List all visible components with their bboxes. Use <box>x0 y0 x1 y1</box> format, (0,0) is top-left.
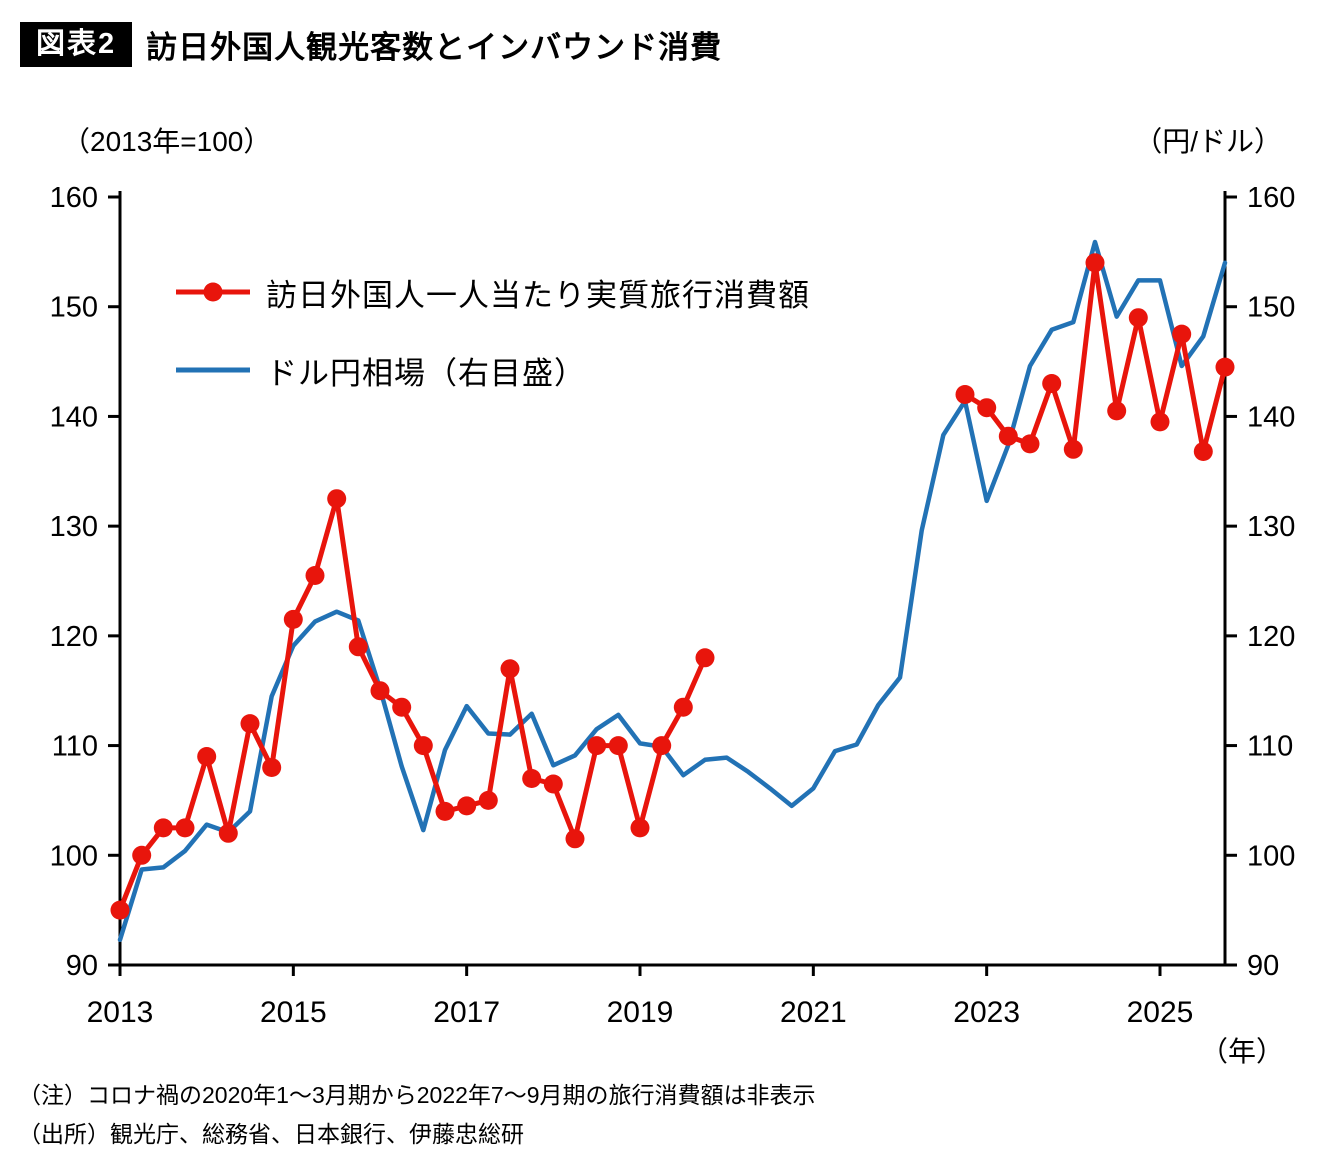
series-marker-0 <box>175 818 195 838</box>
series-marker-0 <box>977 398 997 418</box>
footnotes: （注）コロナ禍の2020年1〜3月期から2022年7〜9月期の旅行消費額は非表示… <box>18 1076 816 1154</box>
series-line-0 <box>117 496 708 913</box>
series-marker-0 <box>1107 401 1127 421</box>
series-marker-0 <box>998 426 1018 446</box>
legend-item-consumption: 訪日外国人一人当たり実質旅行消費額 <box>176 264 810 320</box>
legend-label-consumption: 訪日外国人一人当たり実質旅行消費額 <box>266 277 810 313</box>
legend-label-exchange-rate: ドル円相場（右目盛） <box>266 355 586 391</box>
x-tick-label: 2021 <box>780 996 847 1029</box>
series-marker-0 <box>240 714 260 734</box>
series-marker-0 <box>500 659 520 679</box>
series-marker-0 <box>608 736 628 756</box>
y-tick-label-left: 100 <box>50 840 98 872</box>
y-tick-label-left: 90 <box>66 950 98 982</box>
series-marker-0 <box>370 681 390 701</box>
y-tick-label-left: 160 <box>50 182 98 214</box>
series-marker-0 <box>305 566 325 585</box>
series-marker-0 <box>283 609 303 629</box>
x-tick-label: 2013 <box>87 996 154 1029</box>
series-marker-0 <box>413 736 433 756</box>
series-marker-0 <box>522 769 542 788</box>
y-tick-label-left: 110 <box>52 731 98 763</box>
series-marker-0 <box>1128 308 1148 328</box>
series-marker-0 <box>630 818 650 838</box>
figure-tag: 図表2 <box>20 22 133 67</box>
series-marker-0 <box>1063 439 1083 459</box>
series-marker-0 <box>543 774 563 794</box>
figure-title: 訪日外国人観光客数とインバウンド消費 <box>146 30 723 65</box>
x-axis-unit-label: （年） <box>1199 1036 1284 1067</box>
series-marker-0 <box>587 736 607 756</box>
y-tick-label-right: 150 <box>1247 292 1295 324</box>
legend-item-exchange-rate: ドル円相場（右目盛） <box>176 342 810 398</box>
note-line: （注）コロナ禍の2020年1〜3月期から2022年7〜9月期の旅行消費額は非表示 <box>18 1082 816 1108</box>
y-tick-label-right: 140 <box>1247 401 1295 433</box>
chart-legend: 訪日外国人一人当たり実質旅行消費額 ドル円相場（右目盛） <box>176 264 810 420</box>
series-marker-0 <box>218 823 238 843</box>
series-marker-0 <box>695 648 715 668</box>
y-tick-label-left: 130 <box>50 511 98 543</box>
series-marker-0 <box>132 845 152 865</box>
series-marker-0 <box>457 796 477 816</box>
series-marker-0 <box>673 697 693 717</box>
series-marker-0 <box>478 790 498 810</box>
series-marker-0 <box>262 758 282 777</box>
series-marker-0 <box>327 489 347 509</box>
y-tick-label-left: 120 <box>50 621 98 653</box>
series-marker-0 <box>435 801 455 821</box>
y-tick-label-right: 90 <box>1247 950 1279 982</box>
right-axis-unit-label: （円/ドル） <box>1134 126 1282 157</box>
x-tick-label: 2025 <box>1127 996 1194 1029</box>
legend-red-marker <box>203 282 223 302</box>
x-tick-label: 2019 <box>607 996 674 1029</box>
series-marker-0 <box>110 900 130 920</box>
y-tick-label-right: 110 <box>1247 731 1293 763</box>
series-marker-0 <box>1150 412 1170 432</box>
series-marker-0 <box>1215 357 1235 377</box>
y-tick-label-left: 150 <box>50 292 98 324</box>
series-marker-0 <box>153 818 173 838</box>
x-tick-label: 2017 <box>433 996 500 1029</box>
series-marker-0 <box>1085 253 1105 273</box>
y-tick-label-right: 130 <box>1247 511 1295 543</box>
series-marker-0 <box>392 697 412 717</box>
series-line-0 <box>962 260 1228 454</box>
series-marker-0 <box>565 829 585 849</box>
series-marker-0 <box>1172 324 1192 344</box>
series-marker-0 <box>652 736 672 756</box>
series-marker-0 <box>197 747 217 766</box>
legend-blue-line-swatch <box>176 367 250 373</box>
x-tick-label: 2015 <box>260 996 327 1029</box>
series-marker-0 <box>955 385 975 404</box>
x-tick-label: 2023 <box>953 996 1020 1029</box>
y-tick-label-left: 140 <box>50 401 98 433</box>
chart-svg: 90 90 100 100 110 110 120 120 130 130 140 140 150 150… <box>50 182 1296 1029</box>
y-tick-label-right: 160 <box>1247 182 1295 214</box>
series-line-1 <box>117 239 1228 943</box>
series-marker-0 <box>1042 374 1062 393</box>
source-line: （出所）観光庁、総務省、日本銀行、伊藤忠総研 <box>18 1121 524 1148</box>
y-tick-label-right: 100 <box>1247 840 1295 872</box>
y-tick-label-right: 120 <box>1247 621 1295 653</box>
left-axis-unit-label: （2013年=100） <box>62 126 272 157</box>
series-marker-0 <box>1020 434 1040 454</box>
figure-header: 図表2 訪日外国人観光客数とインバウンド消費 <box>20 22 722 67</box>
legend-red-line-marker-swatch <box>176 282 250 302</box>
series-marker-0 <box>348 637 368 657</box>
series-marker-0 <box>1193 442 1213 461</box>
